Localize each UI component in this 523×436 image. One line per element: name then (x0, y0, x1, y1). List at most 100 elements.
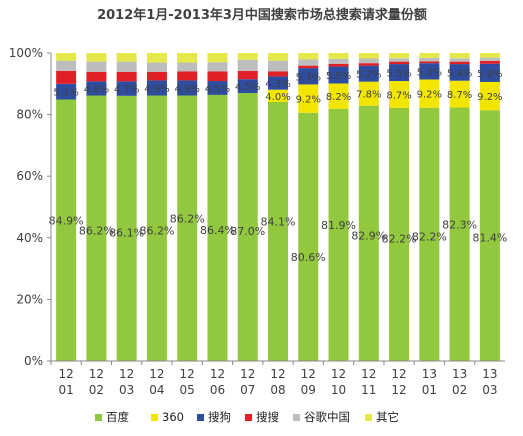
data-label: 5.2% (356, 70, 381, 81)
x-tick-label: 12 (270, 367, 285, 381)
bar-segment (177, 62, 198, 72)
bar-segment (358, 58, 379, 64)
bar-segment (328, 66, 349, 84)
bar-segment (358, 81, 379, 106)
x-tick-label: 13 (422, 367, 437, 381)
data-label: 5.1% (53, 88, 78, 99)
data-label: 9.2% (477, 92, 502, 103)
data-label: 7.8% (356, 90, 381, 101)
bar-segment (116, 71, 137, 82)
legend-swatch (293, 414, 300, 421)
bar-segment (298, 84, 319, 113)
bar-segment (268, 101, 288, 362)
data-label: 4.6% (84, 84, 109, 95)
bar-segment (207, 53, 228, 63)
legend-label: 搜搜 (256, 410, 279, 424)
y-tick-label: 40% (16, 231, 43, 245)
bar-segment (328, 63, 349, 67)
data-label: 86.2% (79, 224, 114, 237)
bar-segment (268, 89, 288, 102)
bar-segment (449, 53, 470, 59)
bar-segment (268, 53, 288, 61)
data-label: 82.2% (382, 232, 417, 245)
bar-segment (237, 79, 258, 94)
bar-segment (298, 59, 319, 66)
bar-segment (146, 71, 167, 81)
bar-segment (479, 61, 500, 64)
bar-segment (419, 79, 440, 108)
bar-segment (479, 110, 500, 362)
bar-segment (449, 64, 470, 81)
legend-swatch (95, 414, 102, 421)
bar-segment (449, 61, 470, 65)
x-tick-label: 04 (149, 383, 164, 397)
bar-segment (116, 61, 137, 72)
bar-segment (146, 95, 167, 361)
bar-segment (358, 65, 379, 82)
x-tick-label: 12 (89, 367, 104, 381)
y-tick-label: 0% (24, 354, 43, 368)
bar-segment (177, 53, 198, 63)
bar-segment (419, 57, 440, 62)
data-label: 86.4% (200, 224, 235, 237)
y-tick-label: 100% (9, 46, 43, 60)
bar-segment (479, 57, 500, 62)
x-tick-label: 12 (180, 367, 195, 381)
bars-layer (56, 53, 500, 362)
data-label: 8.2% (326, 92, 351, 103)
x-tick-label: 12 (301, 367, 316, 381)
bar-segment (56, 53, 77, 61)
x-tick-label: 06 (210, 383, 225, 397)
bar-segment (268, 76, 288, 90)
data-label: 9.2% (296, 95, 321, 106)
legend-swatch (365, 414, 372, 421)
x-tick-label: 10 (331, 383, 346, 397)
y-tick-label: 20% (16, 292, 43, 306)
legend-label: 谷歌中国 (304, 410, 350, 424)
data-label: 5.5% (326, 71, 351, 82)
x-tick-label: 01 (58, 383, 73, 397)
y-tick-label: 60% (16, 169, 43, 183)
bar-segment (116, 81, 137, 96)
bar-segment (328, 58, 349, 64)
bar-segment (389, 107, 410, 361)
bar-segment (479, 63, 500, 82)
bar-segment (86, 53, 107, 62)
x-tick-label: 09 (301, 383, 316, 397)
bar-segment (479, 53, 500, 58)
bar-segment (389, 53, 410, 59)
data-label: 84.9% (49, 214, 84, 227)
bar-segment (237, 70, 258, 80)
data-label: 82.3% (442, 218, 477, 231)
data-label: 87.0% (230, 225, 265, 238)
x-tick-label: 05 (180, 383, 195, 397)
data-labels-layer: 84.9% 5.1% 86.2% 4.6% 86.1% 4.7% 86.2% 4.9% 86.2… (49, 67, 508, 264)
legend-swatch (151, 414, 158, 421)
bar-segment (449, 58, 470, 62)
x-tick-label: 12 (331, 367, 346, 381)
bar-segment (419, 61, 440, 64)
data-label: 86.2% (170, 212, 205, 225)
data-label: 4.3% (265, 79, 290, 90)
bar-segment (207, 62, 228, 72)
bar-segment (146, 80, 167, 96)
legend-label: 百度 (106, 410, 129, 424)
bar-segment (86, 61, 107, 72)
data-label: 5.5% (386, 69, 411, 80)
bar-segment (237, 53, 258, 60)
data-label: 5.3% (296, 72, 321, 83)
data-label: 4.9% (174, 84, 199, 95)
legend-swatch (197, 414, 204, 421)
bar-segment (389, 81, 410, 108)
x-tick-label: 12 (391, 367, 406, 381)
bar-segment (389, 58, 410, 62)
bar-segment (298, 65, 319, 69)
x-tick-label: 07 (240, 383, 255, 397)
data-label: 86.1% (109, 226, 144, 239)
x-tick-label: 12 (119, 367, 134, 381)
data-label: 4.9% (144, 84, 169, 95)
x-tick-label: 12 (210, 367, 225, 381)
bar-segment (419, 107, 440, 361)
x-tick-label: 03 (482, 383, 497, 397)
